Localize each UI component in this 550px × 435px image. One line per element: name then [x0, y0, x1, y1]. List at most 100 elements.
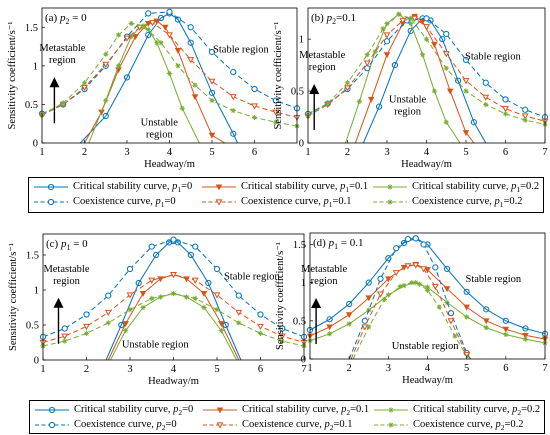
data-point	[257, 323, 264, 331]
data-point	[452, 333, 458, 339]
legend-label: Critical stability curve, p2=0.1	[242, 404, 370, 418]
data-point	[149, 295, 155, 301]
x-tick-label: 2	[84, 364, 89, 375]
y-tick-label: 1	[34, 286, 39, 297]
data-point	[385, 292, 391, 298]
data-point	[326, 331, 333, 337]
data-point	[522, 325, 529, 332]
legend-swatch	[202, 184, 236, 191]
region-annotation: Unstable region	[141, 117, 179, 140]
data-point	[408, 15, 414, 21]
data-point	[251, 114, 258, 121]
x-tick-label: 4	[424, 147, 430, 158]
series-line	[352, 282, 470, 360]
data-point	[361, 324, 369, 331]
region-arrow-head	[49, 77, 60, 88]
data-point	[383, 52, 391, 59]
data-point	[187, 24, 194, 31]
series-line	[42, 274, 305, 343]
data-point	[145, 10, 152, 17]
data-point	[257, 330, 264, 336]
x-tick-label: 3	[384, 147, 389, 158]
data-point	[145, 31, 152, 39]
x-tick-label: 5	[463, 147, 468, 158]
series-line	[307, 17, 546, 122]
data-point	[170, 236, 177, 243]
region-annotation: Metastable region	[39, 43, 85, 66]
data-point	[213, 265, 221, 273]
data-point	[236, 320, 242, 326]
data-point	[192, 295, 198, 301]
data-point	[420, 266, 428, 273]
data-point	[502, 317, 509, 324]
x-tick-label: 6	[258, 364, 263, 375]
legend-swatch	[373, 199, 407, 205]
data-point	[417, 281, 423, 287]
region-annotation: Unstable region	[389, 95, 427, 118]
x-tick-label: 1	[307, 363, 312, 374]
y-tick-label: 0.5	[291, 87, 304, 98]
data-point	[412, 235, 419, 242]
legend-entry: Critical stability curve, p2=0.1	[202, 403, 372, 417]
data-point	[175, 63, 181, 69]
legend-entry: Coexistence curve, p1=0.1	[201, 195, 371, 209]
data-point	[273, 119, 279, 125]
data-point	[482, 94, 490, 101]
data-point	[141, 23, 147, 29]
data-point	[235, 292, 242, 299]
data-point	[522, 106, 529, 113]
legend-swatch	[374, 422, 408, 428]
panel-label: (d) p1 = 0.1	[313, 237, 364, 251]
data-point	[208, 48, 216, 56]
data-point	[372, 49, 378, 55]
data-point	[326, 316, 333, 323]
data-point	[408, 20, 414, 27]
x-tick-label: 6	[503, 363, 508, 374]
data-point	[412, 262, 420, 269]
data-point	[424, 284, 431, 290]
data-point	[191, 94, 199, 101]
legend-swatch	[35, 406, 69, 414]
data-point	[384, 20, 390, 27]
data-point	[103, 51, 109, 57]
y-tick-label: 1	[301, 278, 306, 289]
legend-marker	[387, 184, 393, 190]
series-line	[41, 22, 298, 127]
legend-marker	[215, 199, 223, 206]
data-point	[157, 14, 165, 22]
legend-marker	[215, 184, 223, 191]
data-point	[442, 51, 450, 58]
data-point	[383, 32, 391, 39]
data-point	[127, 307, 133, 313]
data-point	[166, 8, 173, 15]
legend-marker	[48, 421, 56, 429]
data-point	[191, 277, 199, 284]
y-tick-label: 0.5	[293, 316, 306, 327]
data-point	[503, 331, 509, 338]
data-point	[385, 255, 392, 262]
y-axis-label: Sensitivity coefficient/s⁻¹	[7, 22, 18, 130]
data-point	[423, 24, 430, 31]
x-axis-label: Headway/m	[144, 159, 195, 170]
legend-swatch	[34, 183, 68, 191]
data-point	[166, 32, 173, 39]
data-point	[279, 325, 286, 332]
data-point	[140, 304, 146, 311]
data-point	[148, 243, 155, 250]
data-point	[154, 40, 160, 46]
region-annotation: Stable region	[465, 274, 521, 285]
data-point	[208, 132, 216, 139]
legend-entry: Critical stability curve, p2=0	[34, 403, 204, 417]
data-point	[183, 294, 190, 300]
x-tick-label: 2	[82, 147, 87, 158]
data-point	[391, 62, 398, 69]
data-point	[377, 291, 384, 298]
legend-label: Coexistence curve, p1=0.1	[241, 196, 352, 210]
x-tick-label: 2	[345, 147, 350, 158]
x-axis-label: Headway/m	[148, 376, 199, 387]
data-point	[230, 68, 237, 76]
legend-marker	[48, 406, 56, 414]
data-point	[346, 300, 353, 308]
data-point	[102, 112, 109, 120]
